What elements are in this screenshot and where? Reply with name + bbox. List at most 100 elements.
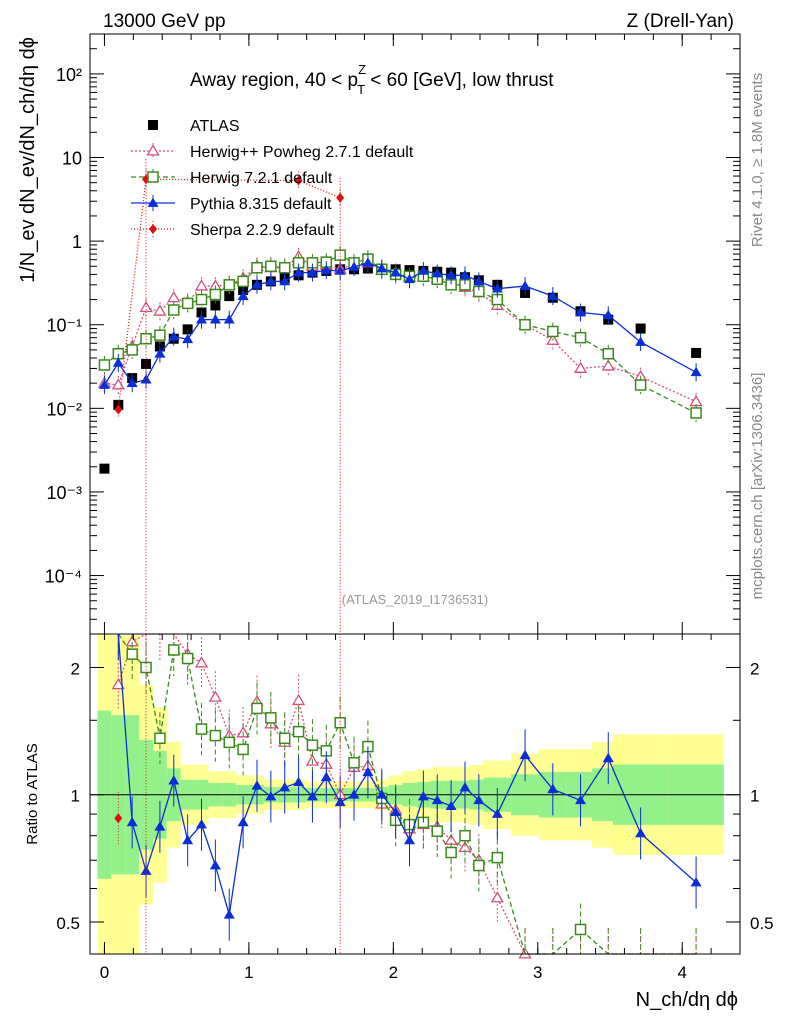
data-point [147,197,159,207]
data-point [111,378,125,390]
data-point [601,359,615,371]
data-point [265,275,277,286]
data-point [635,827,647,838]
data-point [690,366,702,377]
data-point [445,800,457,810]
data-point [431,825,443,837]
data-point [265,712,277,724]
data-point [98,379,110,389]
data-point [690,876,702,887]
data-point [146,144,160,156]
plot-title-post: < 60 [GeV], low thrust [365,70,554,91]
data-point [195,293,208,306]
legend-label: Sherpa 2.2.9 default [190,222,335,239]
data-point [251,780,263,790]
y-tick-label: 10⁻³ [46,483,82,503]
data-point [376,263,388,273]
data-point [194,279,209,291]
data-point [404,834,416,845]
data-point [251,702,263,715]
data-point [223,314,235,324]
main-y-axis-label: 1/N_ev dN_ev/dN_ch/dη dϕ [17,37,39,283]
series-4 [114,159,345,954]
data-point [265,791,277,801]
data-point [251,279,263,289]
data-point [111,678,125,690]
data-point [459,782,471,792]
mcplots-label: mcplots.cern.ch [arXiv:1306.3436] [749,373,766,600]
data-point [473,859,485,872]
data-point [223,279,235,291]
ratio-series-2 [117,633,697,955]
ratio-y-tick-label: 2 [71,659,80,678]
data-point [519,318,531,331]
y-tick-label: 10⁻² [46,399,82,419]
data-point [473,794,485,805]
data-point [390,267,402,277]
data-point [149,224,157,234]
data-point [491,283,503,293]
data-point [278,732,291,745]
y-tick-label: 1 [72,232,82,252]
data-point [126,377,138,388]
data-point [491,851,504,864]
data-point [293,776,305,787]
data-point [459,829,471,842]
data-point [98,359,111,371]
data-point [602,309,614,320]
data-point [306,739,319,751]
data-point [168,775,180,785]
data-point [573,361,588,373]
data-point [147,171,159,183]
data-point [602,752,614,763]
ratio-y-axis-label: Ratio to ATLAS [24,743,41,844]
legend-label: Herwig 7.2.1 default [190,170,333,187]
data-point [279,782,291,792]
data-point [168,304,180,316]
ratio-y-tick-label-right: 1 [750,787,759,806]
data-point [574,331,587,344]
data-point [167,291,181,303]
data-point [547,290,559,300]
ratio-series-3 [117,633,702,941]
data-point [320,264,332,274]
data-point [547,783,559,794]
rivet-version-label: Rivet 4.1.0, ≥ 1.8M events [749,73,766,247]
data-point [99,463,110,474]
data-point [519,280,531,290]
process-label: Z (Drell-Yan) [627,11,734,32]
data-point [168,331,180,341]
data-point [635,336,647,346]
data-point [690,407,702,419]
x-tick-label: 1 [244,963,253,982]
y-tick-label: 10² [56,65,82,85]
data-point [154,821,166,831]
ratio-y-tick-label-right: 2 [750,659,759,678]
data-point [362,766,374,777]
data-point [575,794,587,805]
data-point [635,323,646,334]
data-point [575,307,587,317]
data-point [182,324,193,335]
data-point [237,275,249,288]
analysis-id: (ATLAS_2019_I1736531) [342,592,488,607]
data-point [210,300,221,311]
data-point [114,404,123,415]
data-point [224,291,235,302]
x-tick-label: 0 [100,963,109,982]
legend-label: Herwig++ Powheg 2.7.1 default [190,144,414,161]
legend-label: Pythia 8.315 default [190,196,332,213]
data-point [348,261,360,271]
data-point [602,347,615,360]
data-point [278,262,291,274]
data-point [691,347,702,358]
data-point [209,729,222,742]
data-point [334,249,346,261]
data-point [390,806,402,816]
y-tick-label: 10⁻¹ [46,316,82,336]
legend-label: ATLAS [190,118,240,135]
data-point [473,275,485,286]
data-point [168,644,180,656]
ratio-y-tick-label-right: 0.5 [750,914,774,933]
data-point [292,725,305,738]
